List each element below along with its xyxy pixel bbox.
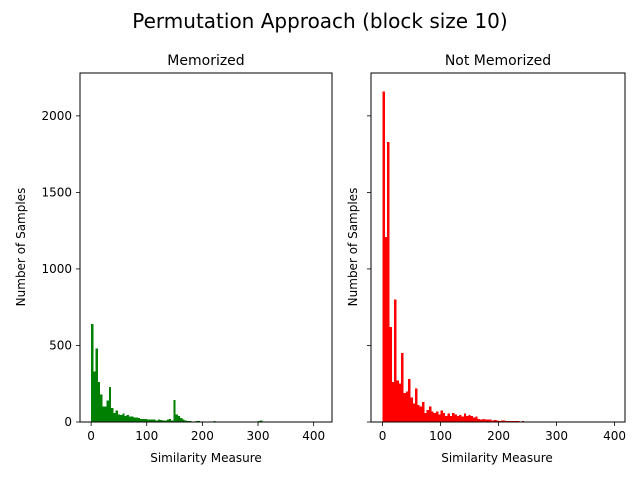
histogram-bar-not-memorized	[420, 407, 422, 422]
histogram-bar-not-memorized	[385, 237, 387, 422]
histogram-bar-memorized	[127, 415, 129, 422]
histogram-bar-memorized	[113, 413, 115, 422]
histogram-bar-memorized	[107, 401, 109, 422]
histogram-bar-memorized	[91, 324, 93, 422]
histogram-bar-not-memorized	[452, 413, 454, 422]
histogram-bar-not-memorized	[422, 402, 424, 422]
histogram-bar-not-memorized	[457, 416, 459, 422]
histogram-bar-not-memorized	[438, 414, 440, 422]
histogram-bar-not-memorized	[473, 417, 475, 422]
figure-suptitle: Permutation Approach (block size 10)	[132, 9, 507, 33]
y-tick-label: 2000	[41, 109, 72, 123]
histogram-bar-memorized	[125, 416, 127, 422]
x-tick-label: 300	[247, 429, 270, 443]
panel-title-memorized: Memorized	[167, 53, 244, 69]
histogram-bar-not-memorized	[401, 353, 403, 422]
histogram-bar-not-memorized	[427, 410, 429, 422]
y-tick-label: 1000	[41, 262, 72, 276]
histogram-bar-not-memorized	[455, 414, 457, 422]
histogram-bar-not-memorized	[431, 411, 433, 422]
histogram-bar-memorized	[122, 414, 124, 422]
histogram-bar-not-memorized	[459, 415, 461, 422]
histogram-bar-not-memorized	[392, 382, 394, 422]
x-axis-label-not-memorized: Similarity Measure	[441, 451, 553, 465]
x-tick-label: 0	[379, 429, 387, 443]
histogram-bar-not-memorized	[424, 413, 426, 422]
y-tick-label: 500	[49, 338, 72, 352]
histogram-bar-memorized	[178, 416, 180, 422]
histogram-bar-not-memorized	[475, 417, 477, 422]
histogram-bar-not-memorized	[415, 388, 417, 422]
histogram-bar-not-memorized	[466, 416, 468, 422]
x-axis-label-memorized: Similarity Measure	[150, 451, 262, 465]
histogram-bar-not-memorized	[413, 404, 415, 422]
histogram-bar-memorized	[100, 394, 102, 422]
histogram-bar-not-memorized	[397, 381, 399, 422]
histogram-bar-memorized	[96, 349, 98, 422]
histogram-bar-not-memorized	[429, 407, 431, 422]
histogram-bar-memorized	[102, 407, 104, 422]
histogram-bar-not-memorized	[394, 300, 396, 422]
x-tick-label: 400	[603, 429, 626, 443]
histogram-bar-memorized	[180, 418, 182, 422]
histogram-bar-not-memorized	[417, 405, 419, 422]
histogram-bar-memorized	[98, 382, 100, 422]
histogram-bar-memorized	[111, 408, 113, 422]
histogram-bar-not-memorized	[390, 327, 392, 422]
histogram-bar-not-memorized	[448, 414, 450, 422]
x-tick-label: 200	[487, 429, 510, 443]
histogram-bar-memorized	[104, 407, 106, 422]
histogram-bar-not-memorized	[410, 398, 412, 422]
x-tick-label: 0	[87, 429, 95, 443]
histogram-bar-not-memorized	[399, 384, 401, 422]
histogram-bar-not-memorized	[406, 391, 408, 422]
histogram-bar-not-memorized	[443, 413, 445, 422]
histogram-bar-memorized	[129, 417, 131, 422]
y-axis-label-not-memorized: Number of Samples	[346, 188, 360, 307]
histogram-bar-not-memorized	[436, 411, 438, 422]
histogram-bar-memorized	[131, 417, 133, 422]
histogram-bar-not-memorized	[403, 393, 405, 422]
histogram-bar-not-memorized	[434, 413, 436, 422]
histogram-bar-not-memorized	[445, 416, 447, 422]
histogram-bar-not-memorized	[441, 411, 443, 422]
histogram-bar-memorized	[136, 417, 138, 422]
x-tick-label: 300	[545, 429, 568, 443]
y-axis-label-memorized: Number of Samples	[14, 188, 28, 307]
x-tick-label: 400	[302, 429, 325, 443]
x-tick-label: 100	[429, 429, 452, 443]
histogram-bar-memorized	[109, 387, 111, 422]
panel-not-memorized: 0 100 200 300 400 Not Memorized Similarity M…	[346, 53, 626, 465]
histogram-bar-memorized	[93, 371, 95, 422]
histogram-bar-memorized	[118, 414, 120, 422]
panel-title-not-memorized: Not Memorized	[445, 53, 551, 69]
histogram-bar-not-memorized	[383, 91, 385, 422]
histogram-bar-memorized	[173, 400, 175, 422]
histogram-bar-not-memorized	[450, 416, 452, 422]
y-tick-label: 0	[64, 415, 72, 429]
histogram-bar-not-memorized	[468, 415, 470, 422]
histogram-bar-not-memorized	[408, 379, 410, 422]
y-tick-label: 1500	[41, 185, 72, 199]
histogram-bar-not-memorized	[471, 416, 473, 422]
histogram-bar-not-memorized	[387, 142, 389, 422]
histogram-bar-memorized	[176, 414, 178, 422]
x-tick-label: 200	[191, 429, 214, 443]
plot-area-memorized	[80, 73, 332, 422]
x-tick-label: 100	[135, 429, 158, 443]
histogram-bar-memorized	[120, 415, 122, 422]
plot-area-not-memorized	[371, 73, 625, 422]
histogram-bar-not-memorized	[464, 414, 466, 422]
histogram-bar-memorized	[116, 411, 118, 422]
histogram-bar-not-memorized	[461, 417, 463, 422]
histogram-bar-memorized	[133, 417, 135, 422]
histogram-bar-memorized	[138, 418, 140, 422]
